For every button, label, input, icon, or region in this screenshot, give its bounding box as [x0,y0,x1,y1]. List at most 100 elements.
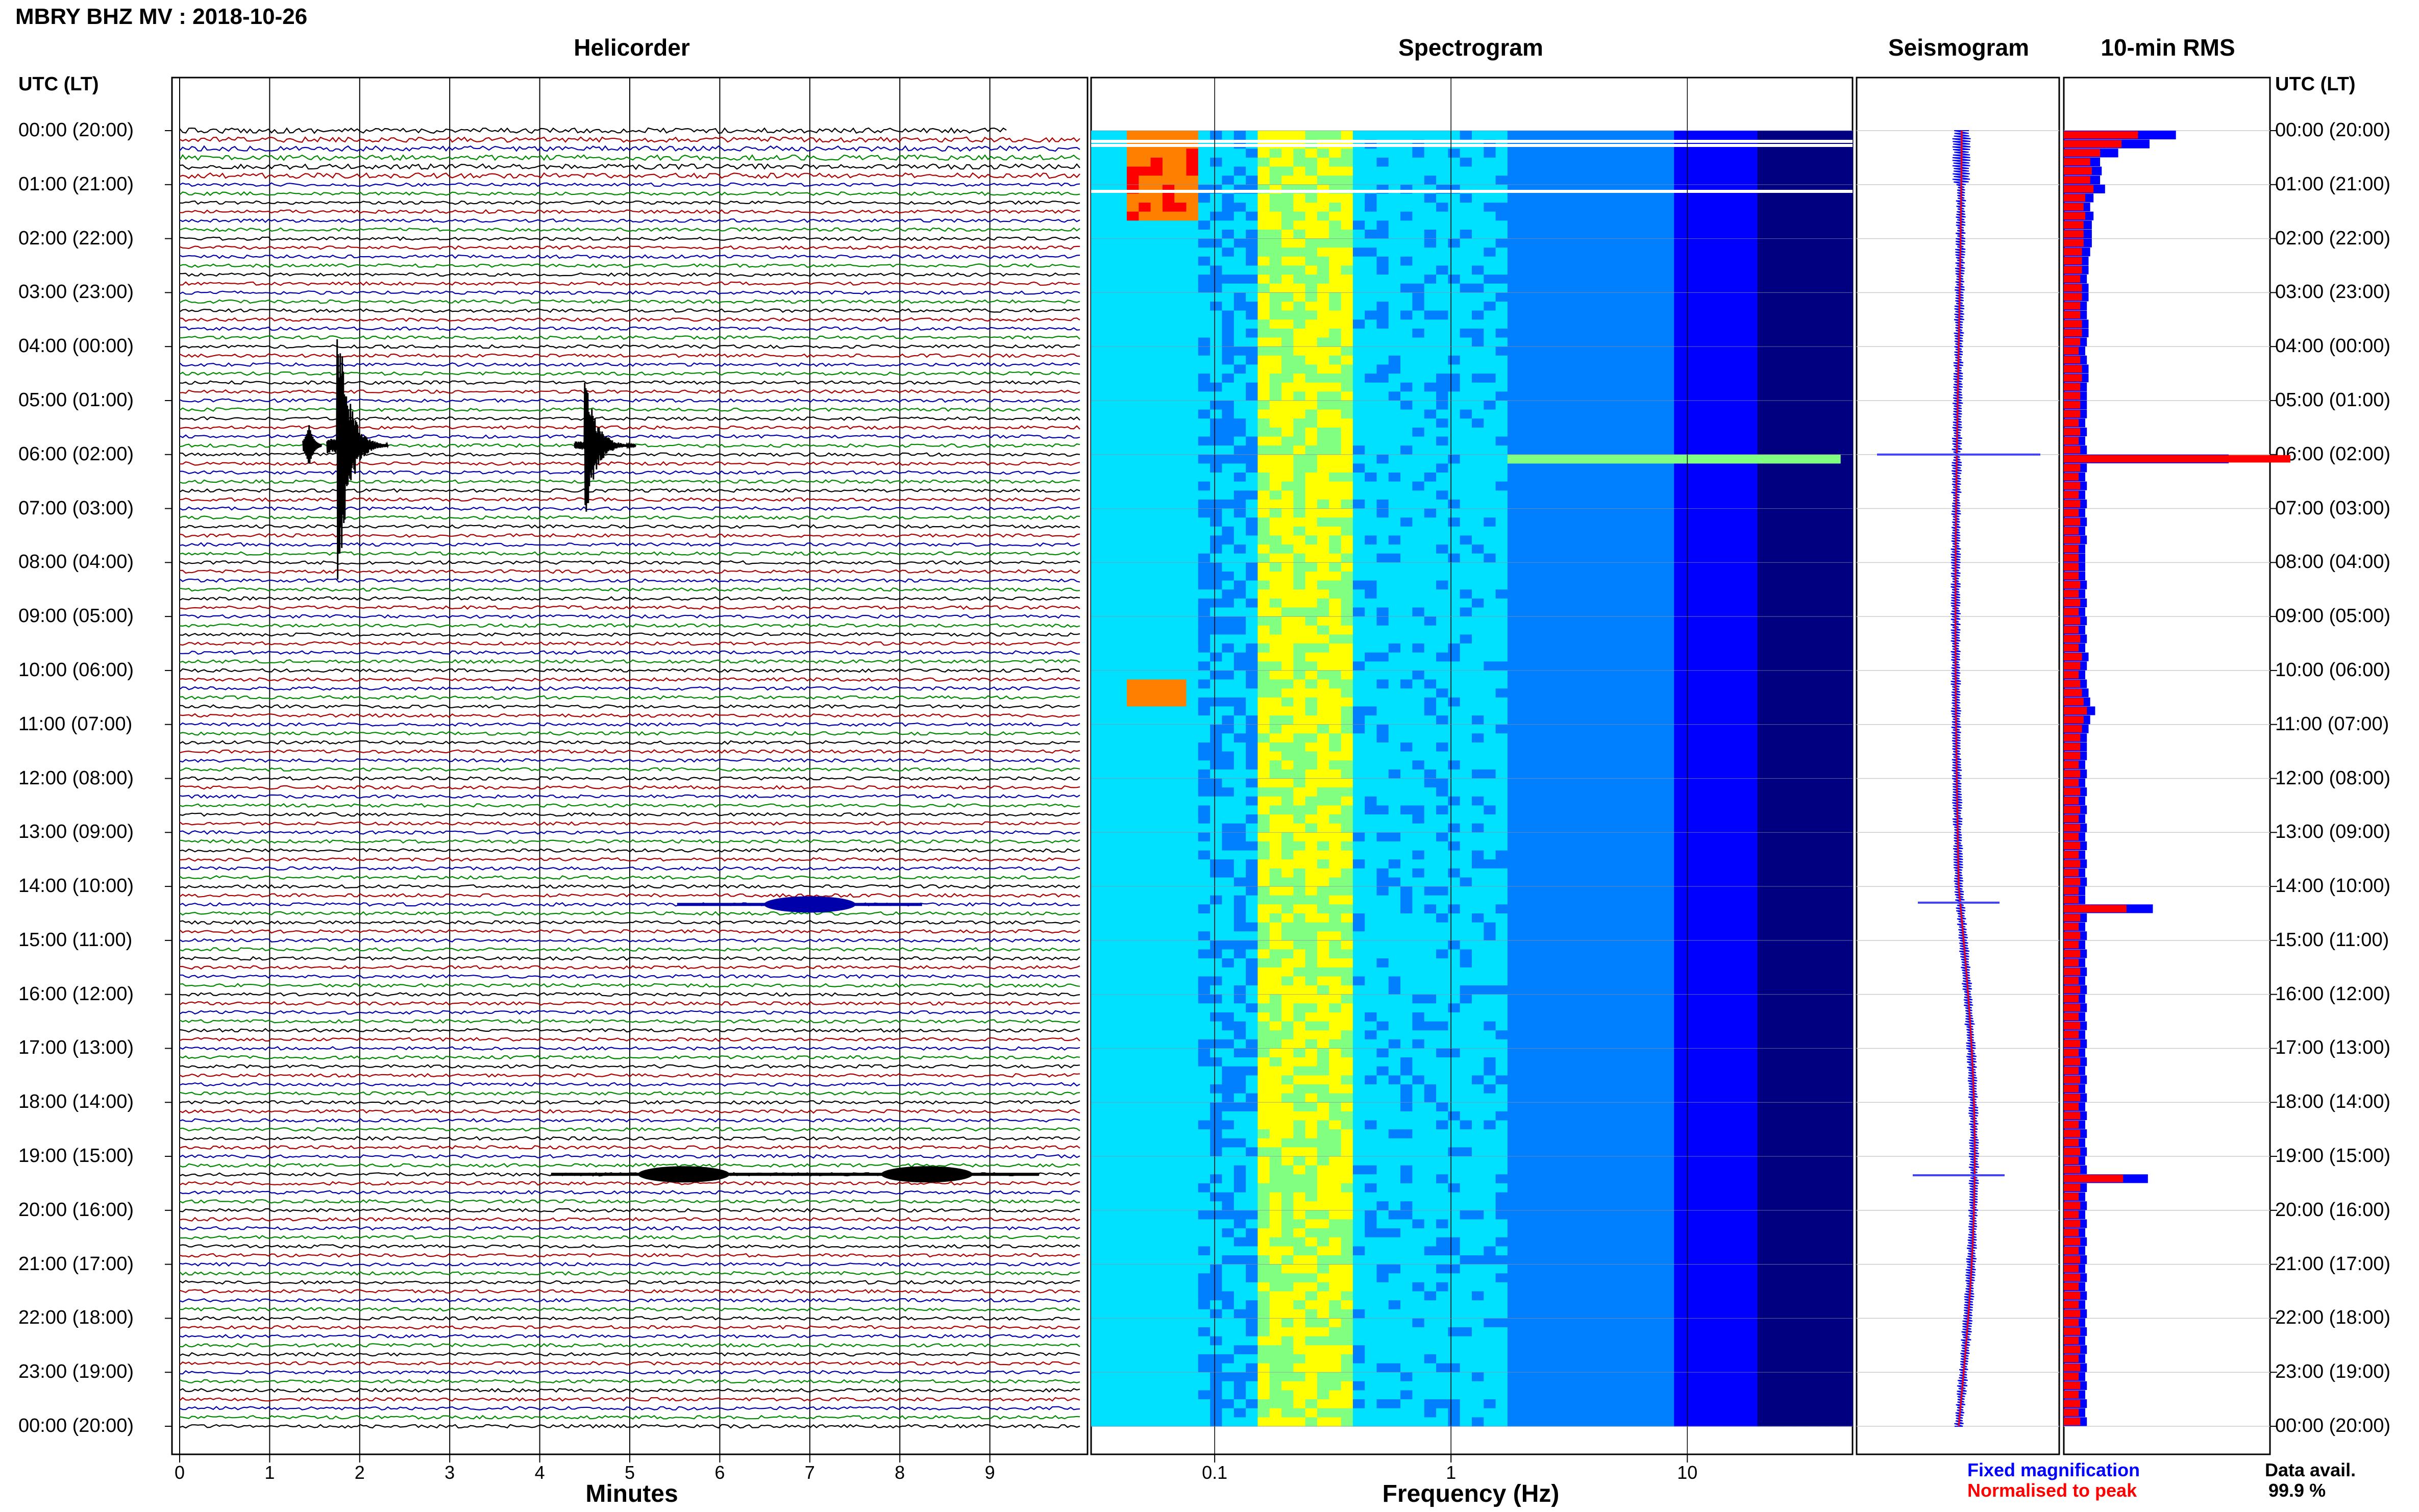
spectrogram-cell [1507,697,1520,707]
time-axis-label-left: 09:00 (05:00) [18,605,134,627]
spectrogram-cell [1840,625,1853,635]
spectrogram-cell [1733,724,1746,734]
spectrogram-cell [1484,760,1496,770]
spectrogram-cell [1091,238,1103,248]
spectrogram-cell [1174,230,1187,239]
spectrogram-cell [1198,724,1211,734]
spectrogram-cell [1555,724,1568,734]
spectrogram-cell [1388,742,1401,752]
spectrogram-cell [1448,463,1461,473]
spectrogram-cell [1531,256,1544,266]
spectrogram-cell [1745,418,1758,428]
spectrogram-cell [1638,355,1651,365]
spectrogram-cell [1567,230,1579,239]
spectrogram-cell [1257,401,1270,410]
spectrogram-cell [1269,346,1282,356]
spectrogram-cell [1638,445,1651,455]
spectrogram-cell [1543,292,1556,302]
spectrogram-cell [1281,634,1294,644]
spectrogram-cell [1650,319,1663,329]
spectrogram-cell [1436,481,1448,491]
spectrogram-cell [1686,535,1698,545]
spectrogram-cell [1745,562,1758,572]
spectrogram-cell [1424,454,1437,464]
spectrogram-cell [1519,688,1532,698]
spectrogram-cell [1662,598,1674,608]
spectrogram-cell [1174,742,1187,752]
spectrogram-cell [1805,643,1817,653]
spectrogram-cell [1448,625,1461,635]
spectrogram-cell [1174,661,1187,671]
spectrogram-cell [1126,401,1139,410]
spectrogram-cell [1472,148,1484,158]
spectrogram-cell [1793,715,1806,725]
spectrogram-cell [1519,670,1532,680]
spectrogram-cell [1246,337,1258,347]
spectrogram-cell [1829,661,1841,671]
spectrogram-cell [1400,634,1413,644]
spectrogram-cell [1614,391,1627,401]
spectrogram-cell [1519,275,1532,284]
spectrogram-cell [1460,238,1472,248]
spectrogram-cell [1246,148,1258,158]
spectrogram-cell [1305,473,1318,482]
spectrogram-cell [1246,292,1258,302]
helicorder-trace [179,1370,1080,1375]
spectrogram-cell [1733,499,1746,509]
spectrogram-cell [1781,697,1793,707]
helicorder-trace [179,317,1080,322]
spectrogram-cell [1484,265,1496,275]
spectrogram-cell [1257,256,1270,266]
spectrogram-cell [1638,166,1651,176]
spectrogram-cell [1448,769,1461,779]
spectrogram-cell [1578,382,1591,392]
spectrogram-cell [1210,490,1222,500]
spectrogram-cell [1793,517,1806,527]
spectrogram-cell [1222,751,1235,761]
spectrogram-cell [1578,418,1591,428]
spectrogram-cell [1210,265,1222,275]
spectrogram-cell [1555,607,1568,617]
spectrogram-cell [1626,401,1639,410]
spectrogram-cell [1150,499,1163,509]
spectrogram-cell [1365,275,1377,284]
spectrogram-cell [1507,401,1520,410]
spectrogram-cell [1840,463,1853,473]
spectrogram-cell [1222,337,1235,347]
spectrogram-cell [1424,742,1437,752]
spectrogram-cell [1733,256,1746,266]
helicorder-trace [179,1262,1080,1267]
spectrogram-cell [1341,661,1353,671]
spectrogram-cell [1484,157,1496,167]
spectrogram-cell [1317,643,1329,653]
spectrogram-cell [1686,230,1698,239]
spectrogram-cell [1317,733,1329,743]
spectrogram-cell [1139,544,1151,554]
spectrogram-cell [1341,688,1353,698]
spectrogram-cell [1233,473,1246,482]
spectrogram-cell [1686,787,1698,797]
spectrogram-cell [1686,553,1698,563]
spectrogram-cell [1150,463,1163,473]
spectrogram-cell [1222,715,1235,725]
spectrogram-cell [1115,454,1127,464]
spectrogram-cell [1484,193,1496,203]
spectrogram-cell [1543,634,1556,644]
helicorder-xlabel: Minutes [585,1480,678,1507]
spectrogram-cell [1198,418,1211,428]
spectrogram-cell [1686,409,1698,419]
spectrogram-cell [1614,625,1627,635]
spectrogram-cell [1650,193,1663,203]
spectrogram-cell [1519,733,1532,743]
spectrogram-cell [1222,535,1235,545]
spectrogram-cell [1424,220,1437,230]
spectrogram-cell [1721,247,1734,257]
spectrogram-cell [1567,760,1579,770]
spectrogram-cell [1210,778,1222,788]
spectrogram-cell [1543,283,1556,293]
spectrogram-cell [1567,463,1579,473]
spectrogram-cell [1567,283,1579,293]
spectrogram-cell [1388,526,1401,536]
spectrogram-cell [1733,445,1746,455]
spectrogram-cell [1697,203,1710,212]
